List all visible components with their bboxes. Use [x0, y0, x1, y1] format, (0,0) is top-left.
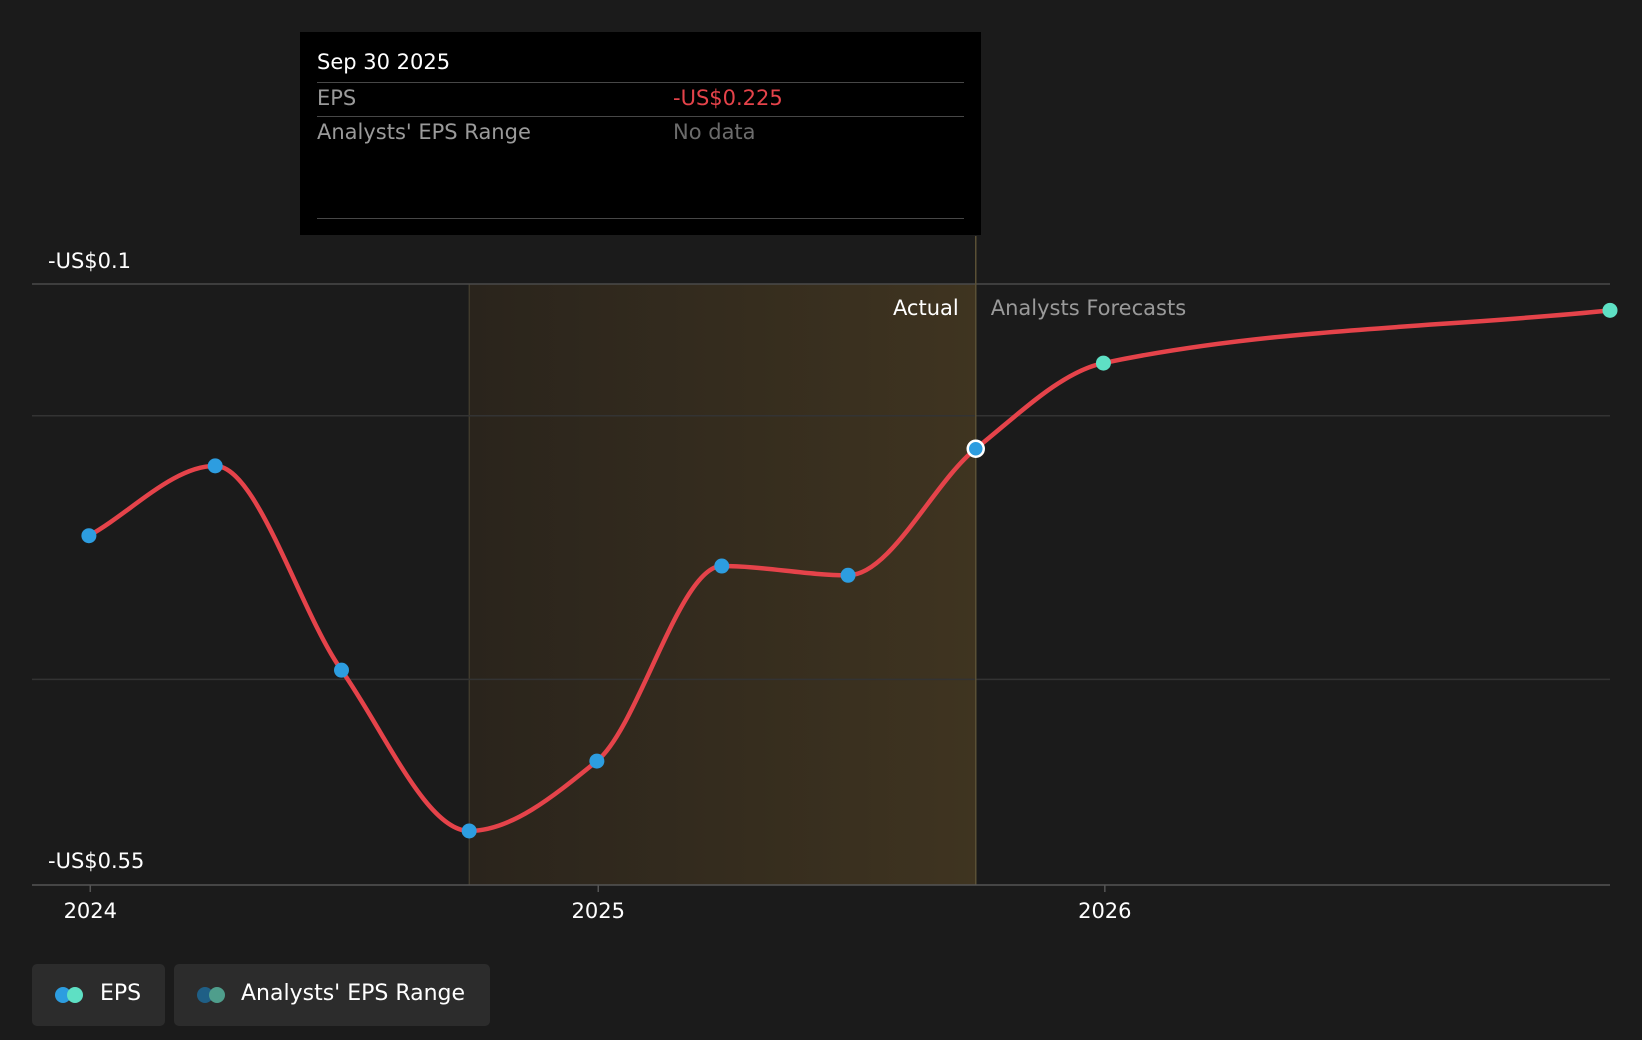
eps-forecast-point[interactable] [1602, 302, 1618, 318]
legend-item-eps[interactable]: EPS [32, 964, 165, 1026]
tooltip-eps-label: EPS [317, 86, 357, 110]
tooltip-divider [317, 218, 964, 219]
eps-forecast-point[interactable] [1095, 355, 1111, 371]
legend-eps-label: EPS [100, 981, 142, 1006]
eps-actual-point[interactable] [966, 439, 985, 458]
eps-actual-point[interactable] [207, 458, 223, 474]
x-tick-label: 2024 [64, 899, 117, 923]
x-tick-label: 2025 [572, 899, 625, 923]
tooltip-eps-value: -US$0.225 [673, 86, 783, 110]
y-axis-label-top: -US$0.1 [48, 249, 131, 273]
x-tick-label: 2026 [1078, 899, 1131, 923]
tooltip-divider [317, 82, 964, 83]
eps-actual-point[interactable] [81, 528, 97, 544]
tooltip-date: Sep 30 2025 [317, 50, 451, 74]
tooltip-divider [317, 116, 964, 117]
actual-section-label: Actual [893, 296, 959, 320]
legend-range-label: Analysts' EPS Range [241, 981, 466, 1006]
eps-actual-point[interactable] [840, 567, 856, 583]
tooltip-range-value: No data [673, 120, 756, 144]
y-axis-label-bottom: -US$0.55 [48, 849, 144, 873]
range-forecast-dot-icon [209, 987, 225, 1003]
tooltip-range-label: Analysts' EPS Range [317, 120, 531, 144]
actual-period-highlight [469, 284, 976, 885]
eps-actual-point[interactable] [333, 662, 349, 678]
legend-item-eps-range[interactable]: Analysts' EPS Range [174, 964, 490, 1026]
eps-forecast-dot-icon [67, 987, 83, 1003]
eps-actual-point[interactable] [589, 753, 605, 769]
forecast-section-label: Analysts Forecasts [991, 296, 1186, 320]
eps-actual-point[interactable] [461, 823, 477, 839]
eps-actual-point[interactable] [714, 558, 730, 574]
tooltip: Sep 30 2025 EPS -US$0.225 Analysts' EPS … [300, 32, 981, 235]
